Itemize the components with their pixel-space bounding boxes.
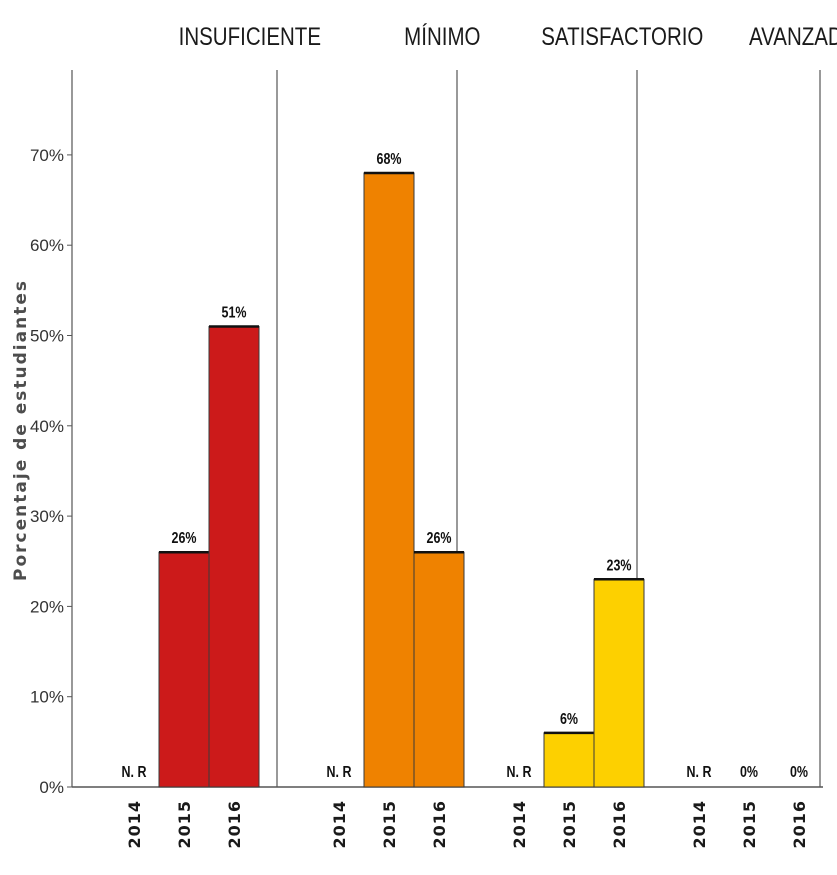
panel-title: SATISFACTORIO xyxy=(541,22,703,50)
panel-title: AVANZADO xyxy=(749,22,837,50)
bar-data-label: N. R xyxy=(122,764,147,782)
bar xyxy=(363,172,415,788)
y-tick-label: 50% xyxy=(30,327,64,346)
bar-data-label: 23% xyxy=(607,557,632,575)
panel-mínimo: MÍNIMO N. R 2014 68% 2015 26% 2016 xyxy=(327,22,481,848)
bar-data-label: 6% xyxy=(560,710,578,728)
bar-data-label: N. R xyxy=(327,764,352,782)
x-tick-label: 2016 xyxy=(790,800,809,849)
panel-avanzado: AVANZADO N. R 2014 0% 2015 0% 2016 xyxy=(687,22,837,848)
x-tick-label: 2015 xyxy=(560,800,579,849)
bar-data-label: 26% xyxy=(427,530,452,548)
panel-insuficiente: INSUFICIENTE N. R 2014 26% 2015 51% 2016 xyxy=(122,22,321,848)
bar-data-label: N. R xyxy=(507,764,532,782)
x-tick-label: 2014 xyxy=(690,800,709,849)
bar-data-label: 68% xyxy=(377,151,402,169)
y-axis: 0% 10% 20% 30% 40% 50% 60% 70% xyxy=(30,70,73,797)
x-tick-label: 2015 xyxy=(740,800,759,849)
bar xyxy=(593,578,645,788)
x-tick-label: 2014 xyxy=(330,800,349,849)
bar-data-label: 26% xyxy=(172,530,197,548)
bar-data-label: 51% xyxy=(222,304,247,322)
x-tick-label: 2015 xyxy=(380,800,399,849)
bar xyxy=(158,551,210,788)
y-tick-label: 10% xyxy=(30,688,64,707)
y-tick-label: 60% xyxy=(30,236,64,255)
x-tick-label: 2014 xyxy=(510,800,529,849)
x-tick-label: 2016 xyxy=(430,800,449,849)
panel-title: MÍNIMO xyxy=(404,22,480,50)
y-tick-label: 30% xyxy=(30,507,64,526)
y-tick-label: 20% xyxy=(30,597,64,616)
bar xyxy=(543,732,595,788)
bar xyxy=(413,551,465,788)
y-tick-label: 70% xyxy=(30,146,64,165)
y-tick-label: 0% xyxy=(39,778,64,797)
panel-title: INSUFICIENTE xyxy=(179,22,321,50)
x-tick-label: 2016 xyxy=(225,800,244,849)
bar-data-label: 0% xyxy=(790,764,808,782)
x-tick-label: 2016 xyxy=(610,800,629,849)
y-axis-label: Porcentaje de estudiantes xyxy=(11,279,31,581)
y-tick-label: 40% xyxy=(30,417,64,436)
x-tick-label: 2014 xyxy=(125,800,144,849)
bar-data-label: N. R xyxy=(687,764,712,782)
panel-satisfactorio: SATISFACTORIO N. R 2014 6% 2015 23% 2016 xyxy=(507,22,704,848)
bar xyxy=(208,325,260,788)
bar-data-label: 0% xyxy=(740,764,758,782)
x-tick-label: 2015 xyxy=(175,800,194,849)
